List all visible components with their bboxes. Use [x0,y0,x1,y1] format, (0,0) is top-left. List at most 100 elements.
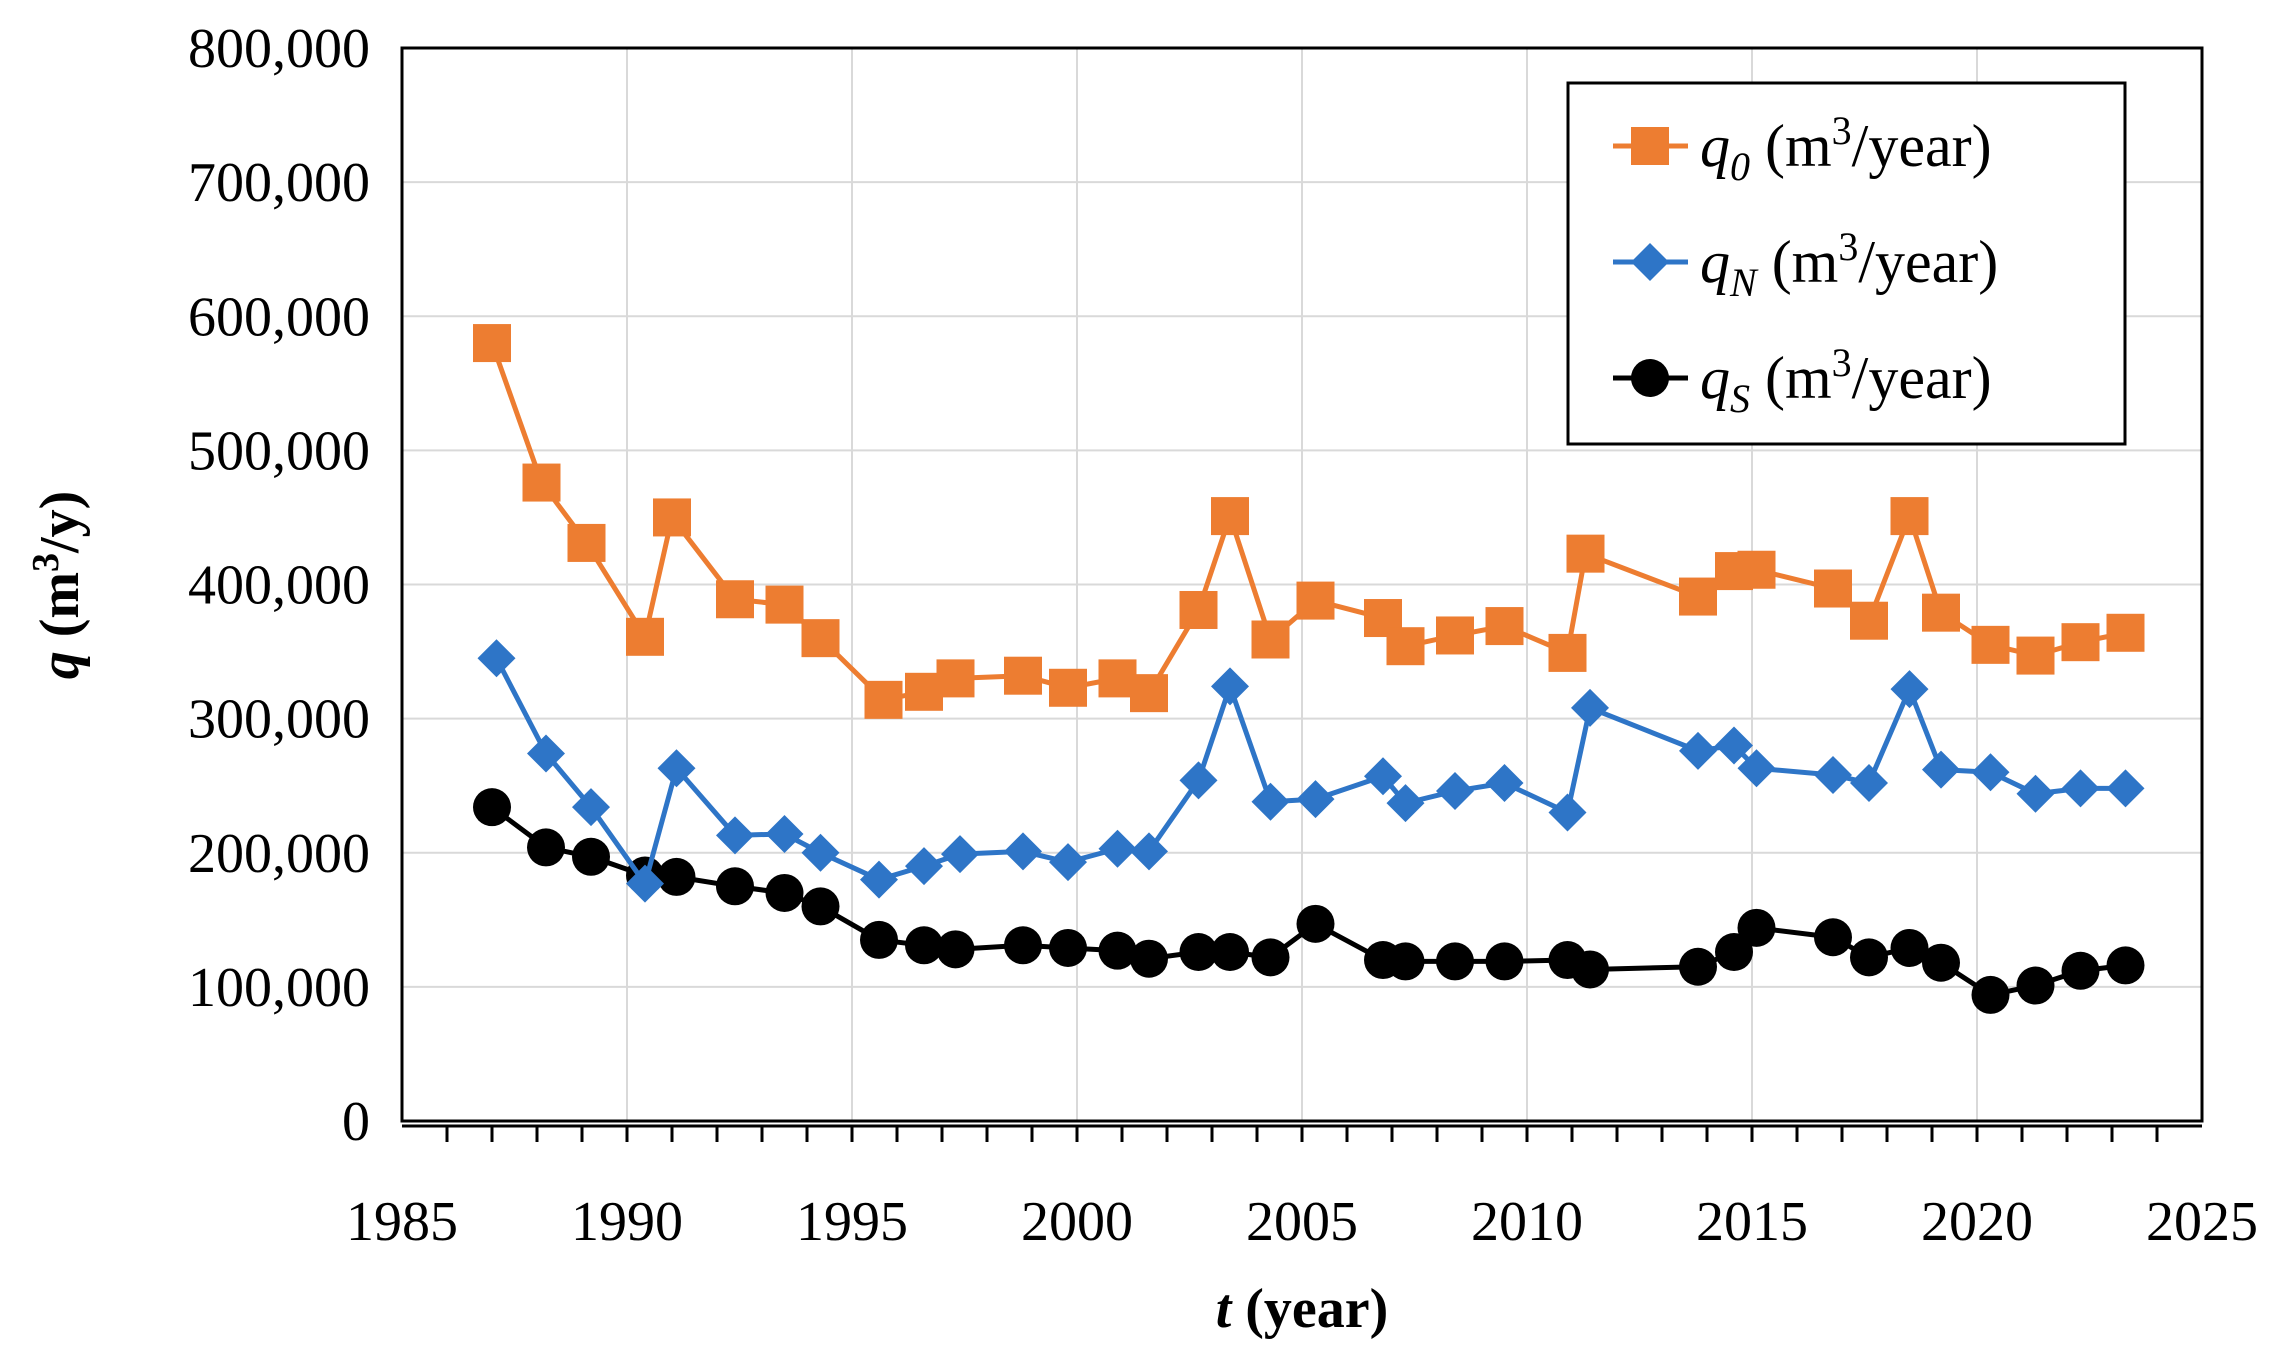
x-tick-label-2000: 2000 [1021,1191,1133,1253]
point-q0-11 [1004,656,1042,695]
point-qS-4 [657,857,696,896]
point-qN-30 [1890,670,1929,709]
y-tick-label-600,000: 600,000 [188,286,370,348]
y-tick-label-700,000: 700,000 [188,152,370,214]
point-q0-8 [864,680,903,719]
point-qS-17 [1251,938,1290,977]
y-axis-ticks: 0 100,000 200,000 300,000 400,000 500,000 600,… [188,18,370,1153]
legend-marker-qS [1631,359,1669,397]
point-qN-17 [1251,782,1290,821]
point-q0-31 [1922,593,1960,632]
point-qN-6 [765,814,804,853]
y-axis-title: q(m3/y) [25,491,91,680]
point-qN-3 [626,864,664,903]
x-tick-label-2010: 2010 [1471,1191,1583,1253]
point-qS-6 [765,873,804,912]
point-qS-18 [1296,904,1335,943]
point-q0-12 [1049,668,1087,707]
x-tick-label-2025: 2025 [2146,1191,2258,1253]
point-qS-31 [1922,943,1960,982]
point-qS-13 [1098,931,1137,970]
point-q0-14 [1130,674,1168,713]
y-tick-label-100,000: 100,000 [188,957,370,1019]
point-qN-31 [1922,750,1960,789]
point-qS-15 [1179,933,1218,972]
point-q0-27 [1737,550,1776,589]
series-layer [473,324,2145,1014]
point-qS-1 [527,828,565,867]
point-qN-35 [2106,769,2145,808]
point-qN-0 [477,639,516,678]
point-qN-18 [1296,780,1335,819]
point-qN-23 [1548,793,1587,832]
point-qS-24 [1571,950,1609,989]
point-qS-35 [2106,946,2145,985]
point-qN-14 [1130,832,1168,871]
point-qS-7 [801,887,840,926]
point-q0-21 [1436,616,1474,655]
y-tick-label-200,000: 200,000 [188,823,370,885]
point-q0-6 [765,585,804,624]
point-qS-16 [1211,933,1249,972]
point-qN-4 [657,749,696,788]
legend-item-qS: qS (m3/year) [1613,340,1992,421]
point-qN-27 [1737,749,1776,788]
point-qN-33 [2016,774,2055,813]
point-qN-34 [2061,769,2100,808]
point-qS-34 [2061,951,2100,990]
point-q0-16 [1211,497,1249,536]
point-q0-28 [1814,569,1852,608]
point-q0-15 [1179,590,1218,629]
series-q0 [473,324,2145,719]
point-qN-26 [1715,726,1753,765]
point-q0-30 [1890,497,1929,536]
y-tick-label-500,000: 500,000 [188,420,370,482]
point-q0-29 [1850,601,1888,640]
point-q0-23 [1548,633,1587,672]
legend-item-q0: q0 (m3/year) [1613,108,1992,189]
y-tick-label-0: 0 [342,1091,370,1153]
point-qN-25 [1679,731,1717,770]
point-q0-35 [2106,613,2145,652]
point-qN-22 [1485,764,1524,803]
point-qN-1 [527,734,565,773]
series-qN [477,639,2145,903]
point-qS-10 [936,930,975,969]
point-qS-2 [572,837,610,876]
point-qN-10 [941,835,979,874]
x-tick-label-2005: 2005 [1246,1191,1358,1253]
point-qN-28 [1814,755,1852,794]
point-q0-5 [716,580,754,619]
point-qN-2 [572,788,610,827]
point-q0-7 [801,619,840,658]
point-q0-25 [1679,577,1717,616]
point-qN-11 [1004,832,1042,871]
series-qS [473,788,2145,1014]
point-q0-17 [1251,620,1290,659]
point-qS-5 [716,867,754,906]
point-q0-0 [473,324,511,363]
point-qS-25 [1679,947,1717,986]
point-qN-16 [1211,667,1249,706]
point-qS-26 [1715,933,1753,972]
x-tick-label-1990: 1990 [571,1191,683,1253]
plot-area-frame [400,46,2204,1123]
legend-item-qN: qN (m3/year) [1613,224,1998,305]
legend-label-qS: qS (m3/year) [1700,340,1992,421]
x-tick-label-1995: 1995 [796,1191,908,1253]
point-qS-22 [1485,942,1524,981]
point-qN-8 [860,860,898,899]
x-axis-title: t (year) [1216,1278,1389,1340]
point-q0-4 [653,498,691,537]
point-qS-9 [905,926,943,965]
point-q0-3 [626,617,664,656]
point-qS-12 [1049,928,1087,967]
point-qN-32 [1971,753,2010,792]
point-q0-2 [567,523,606,562]
point-qN-19 [1364,757,1402,796]
point-q0-18 [1296,581,1335,620]
point-q0-34 [2061,623,2100,662]
point-qN-12 [1049,843,1087,882]
point-qS-14 [1130,939,1168,978]
